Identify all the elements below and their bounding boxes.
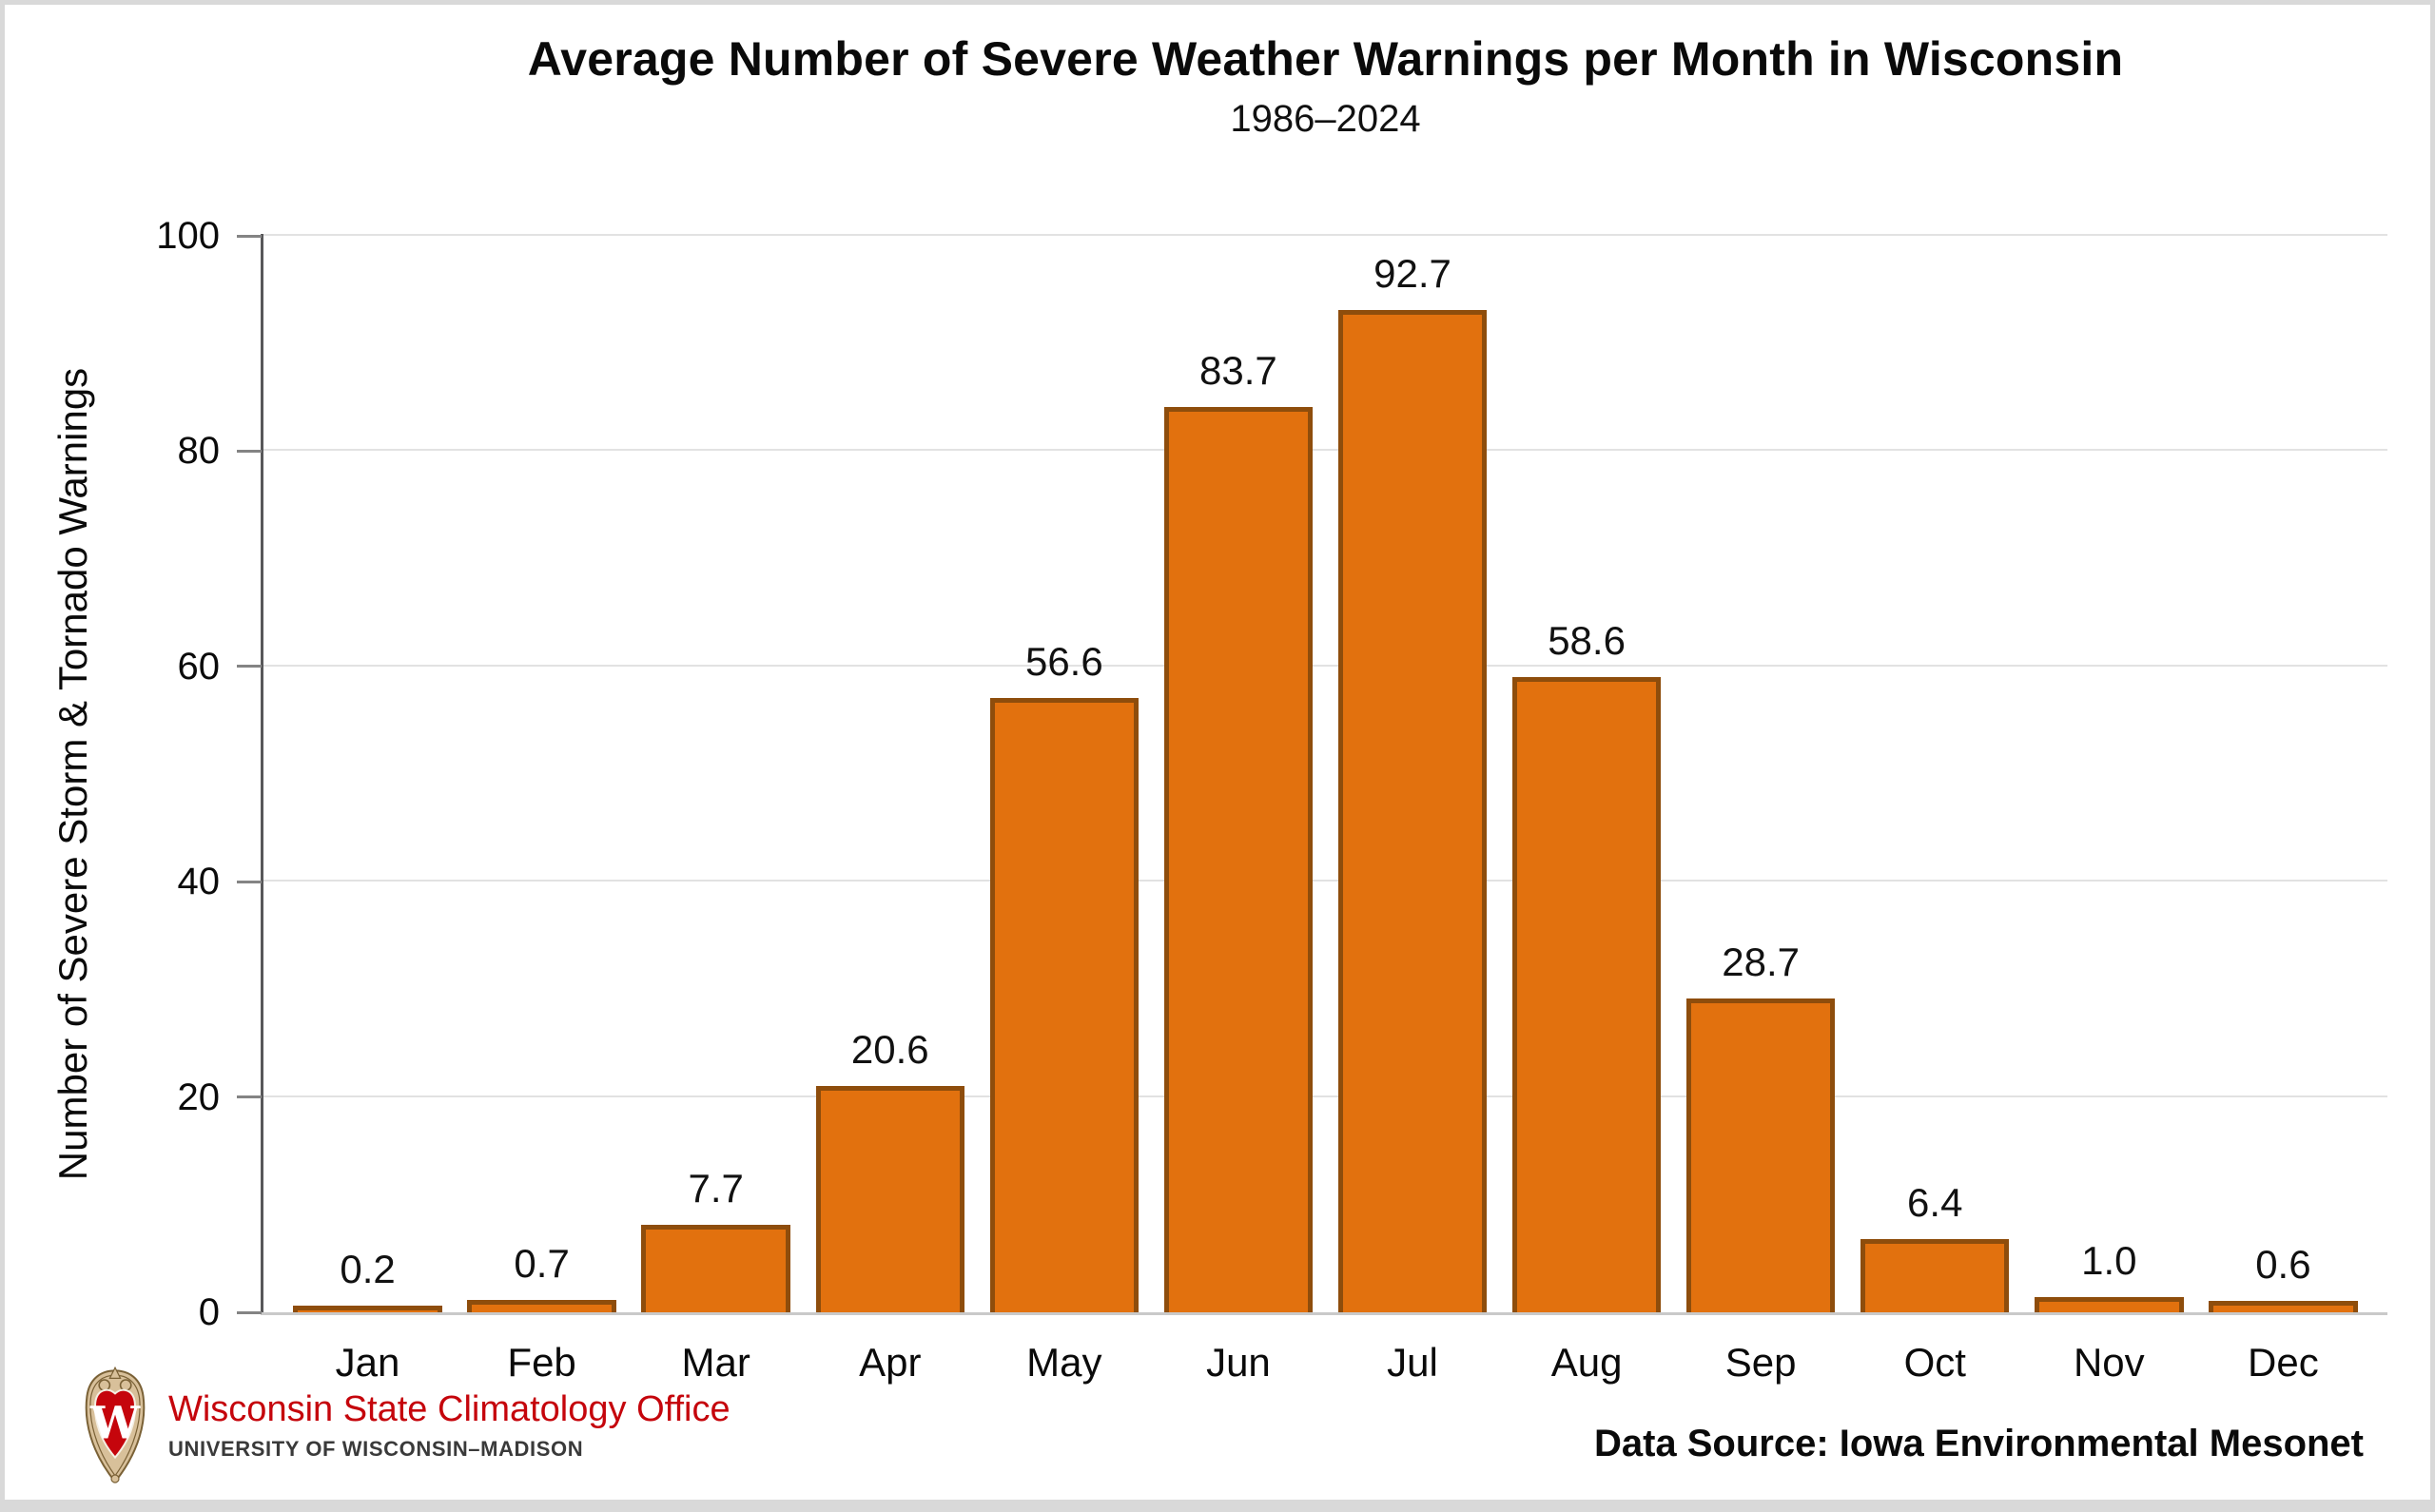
x-tick-label-nov: Nov [2073,1340,2145,1385]
crest-red-shield [93,1388,137,1460]
bar-slot-oct: 6.4 [1848,236,2022,1312]
bar-dec [2209,1301,2358,1312]
crest-scroll-left [98,1379,111,1391]
bar-value-label: 7.7 [688,1165,744,1211]
x-tick-label-may: May [1026,1340,1102,1385]
x-tick-label-jul: Jul [1387,1340,1438,1385]
bars-layer: 0.2 0.7 7.7 20.6 56.6 83.7 92.7 58.6 28.7 6.4 1.0 0… [263,236,2387,1312]
x-tick-label-apr: Apr [859,1340,922,1385]
bar-jan [293,1305,442,1312]
gridline-40 [263,880,2387,882]
bar-value-label: 58.6 [1548,617,1626,663]
y-tick-mark-20 [237,1095,262,1099]
bar-slot-sep: 28.7 [1674,236,1848,1312]
bar-value-label: 1.0 [2081,1237,2137,1283]
bar-value-label: 92.7 [1373,250,1451,296]
bar-jun [1163,406,1314,1312]
y-tick-label-40: 40 [177,861,221,903]
org-name: Wisconsin State Climatology Office [168,1388,730,1429]
chart-title: Average Number of Severe Weather Warning… [527,32,2124,86]
y-tick-label-80: 80 [177,430,221,473]
bar-jul [1337,309,1488,1312]
y-tick-mark-80 [237,449,262,453]
data-source: Data Source: Iowa Environmental Mesonet [1593,1423,2364,1464]
crest-scroll-right [119,1379,132,1391]
bar-value-label: 83.7 [1199,347,1277,393]
y-tick-label-0: 0 [198,1291,220,1333]
bar-slot-nov: 1.0 [2022,236,2196,1312]
y-tick-label-60: 60 [177,645,221,688]
x-tick-label-aug: Aug [1550,1340,1623,1385]
bar-oct [1860,1238,2010,1312]
x-tick-label-feb: Feb [507,1340,576,1385]
bar-slot-apr: 20.6 [803,236,977,1312]
bar-slot-jul: 92.7 [1325,236,1499,1312]
bar-feb [467,1300,616,1312]
org-text-block: Wisconsin State Climatology Office UNIVE… [168,1389,730,1463]
x-tick-label-oct: Oct [1903,1340,1966,1385]
bar-value-label: 0.2 [340,1246,396,1291]
y-tick-mark-100 [237,234,262,238]
x-tick-label-jan: Jan [335,1340,400,1385]
x-axis-labels: Jan Feb Mar Apr May Jun Jul Aug Sep Oct Nov Dec [263,1340,2387,1386]
crest-w-letter: W [89,1397,141,1449]
bar-slot-aug: 58.6 [1500,236,1674,1312]
bar-value-label: 56.6 [1024,639,1103,685]
gridline-20 [263,1095,2387,1097]
crest-crown [108,1366,122,1379]
uw-crest-logo: W [85,1366,146,1483]
x-tick-label-dec: Dec [2248,1340,2319,1385]
bar-apr [815,1085,964,1312]
bar-aug [1511,676,1662,1312]
bar-slot-feb: 0.7 [455,236,629,1312]
y-tick-label-20: 20 [177,1076,221,1118]
y-tick-mark-60 [237,665,262,669]
org-branding: W Wisconsin State Climatology Office UNI… [77,1365,730,1486]
bar-slot-dec: 0.6 [2196,236,2370,1312]
y-axis-title: Number of Severe Storm & Tornado Warning… [50,367,95,1181]
x-tick-label-mar: Mar [681,1340,750,1385]
gridline-80 [263,449,2387,452]
x-tick-label-sep: Sep [1724,1340,1797,1385]
bar-slot-jan: 0.2 [281,236,455,1312]
bar-sep [1685,998,1836,1312]
y-axis-line [261,234,263,1315]
bar-may [989,698,1140,1312]
gridline-100 [263,234,2387,236]
bar-slot-mar: 7.7 [629,236,803,1312]
bar-value-label: 0.6 [2255,1242,2311,1288]
y-tick-label-100: 100 [156,215,220,257]
bar-value-label: 20.6 [850,1026,929,1072]
bar-nov [2035,1296,2184,1312]
bar-value-label: 28.7 [1722,940,1801,985]
crest-pendant [110,1474,120,1483]
bar-mar [641,1224,790,1312]
plot-area: 0.2 0.7 7.7 20.6 56.6 83.7 92.7 58.6 28.7 6.4 1.0 0… [156,217,2387,1331]
bar-value-label: 6.4 [1907,1179,1963,1225]
chart-subtitle: 1986–2024 [1230,98,1421,140]
bar-slot-jun: 83.7 [1151,236,1325,1312]
gridline-60 [263,664,2387,667]
org-subname: UNIVERSITY OF WISCONSIN–MADISON [168,1437,584,1462]
bar-slot-may: 56.6 [977,236,1151,1312]
x-tick-label-jun: Jun [1206,1340,1271,1385]
y-tick-mark-40 [237,880,262,883]
x-axis-baseline [261,1312,2387,1315]
y-tick-mark-0 [237,1310,262,1314]
bar-value-label: 0.7 [514,1241,570,1287]
